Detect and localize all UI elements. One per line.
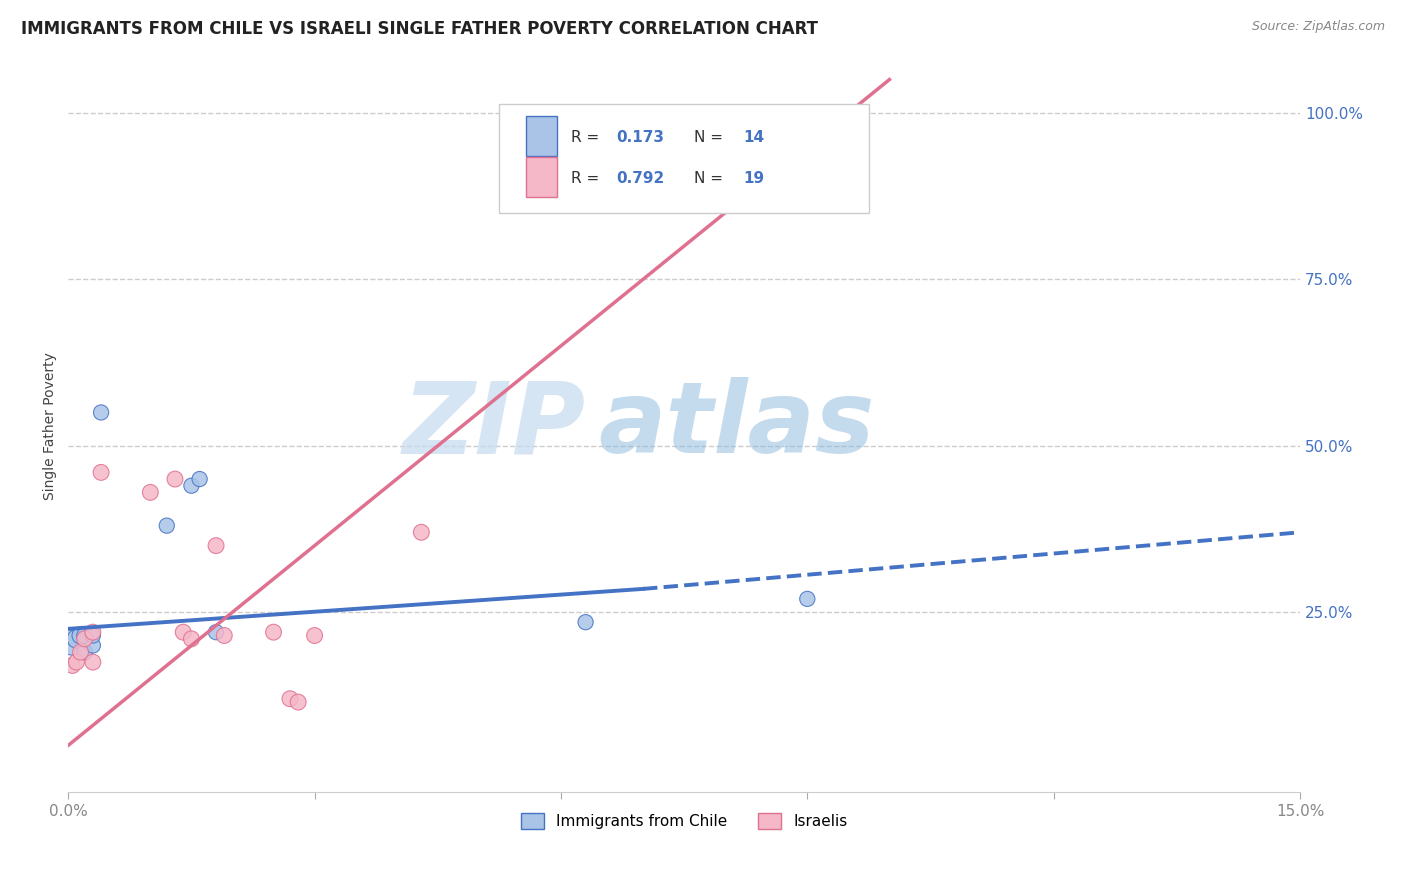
Point bbox=[304, 628, 326, 642]
Point bbox=[73, 645, 96, 659]
Text: N =: N = bbox=[695, 129, 728, 145]
Point bbox=[60, 635, 83, 649]
Point bbox=[82, 628, 104, 642]
Point bbox=[263, 625, 285, 640]
Point bbox=[287, 695, 309, 709]
Point bbox=[139, 485, 162, 500]
FancyBboxPatch shape bbox=[526, 116, 557, 156]
Legend: Immigrants from Chile, Israelis: Immigrants from Chile, Israelis bbox=[515, 807, 853, 836]
Point bbox=[411, 525, 433, 540]
Text: R =: R = bbox=[571, 171, 605, 186]
Point bbox=[796, 591, 818, 606]
Point bbox=[82, 639, 104, 653]
Text: 14: 14 bbox=[744, 129, 765, 145]
Point bbox=[82, 625, 104, 640]
Point bbox=[188, 472, 211, 486]
Point bbox=[65, 655, 87, 669]
Text: R =: R = bbox=[571, 129, 605, 145]
Text: ZIP: ZIP bbox=[402, 377, 585, 475]
Point bbox=[214, 628, 236, 642]
Point bbox=[73, 632, 96, 646]
Point bbox=[180, 479, 202, 493]
Text: 0.792: 0.792 bbox=[616, 171, 665, 186]
Point bbox=[163, 472, 186, 486]
Point bbox=[205, 539, 228, 553]
Point bbox=[82, 655, 104, 669]
Text: N =: N = bbox=[695, 171, 728, 186]
Point bbox=[65, 632, 87, 646]
Point bbox=[205, 625, 228, 640]
FancyBboxPatch shape bbox=[526, 157, 557, 197]
Text: atlas: atlas bbox=[598, 377, 875, 475]
Text: Source: ZipAtlas.com: Source: ZipAtlas.com bbox=[1251, 20, 1385, 33]
Point bbox=[180, 632, 202, 646]
Y-axis label: Single Father Poverty: Single Father Poverty bbox=[44, 351, 58, 500]
Point bbox=[69, 628, 91, 642]
Point bbox=[90, 466, 112, 480]
Text: IMMIGRANTS FROM CHILE VS ISRAELI SINGLE FATHER POVERTY CORRELATION CHART: IMMIGRANTS FROM CHILE VS ISRAELI SINGLE … bbox=[21, 20, 818, 37]
Point bbox=[60, 658, 83, 673]
Point bbox=[172, 625, 194, 640]
Point bbox=[156, 518, 179, 533]
FancyBboxPatch shape bbox=[499, 103, 869, 213]
Point bbox=[278, 691, 301, 706]
Point bbox=[755, 106, 778, 120]
Point bbox=[73, 628, 96, 642]
Point bbox=[90, 405, 112, 419]
Text: 19: 19 bbox=[744, 171, 765, 186]
Text: 0.173: 0.173 bbox=[616, 129, 665, 145]
Point bbox=[574, 615, 596, 630]
Point bbox=[69, 645, 91, 659]
